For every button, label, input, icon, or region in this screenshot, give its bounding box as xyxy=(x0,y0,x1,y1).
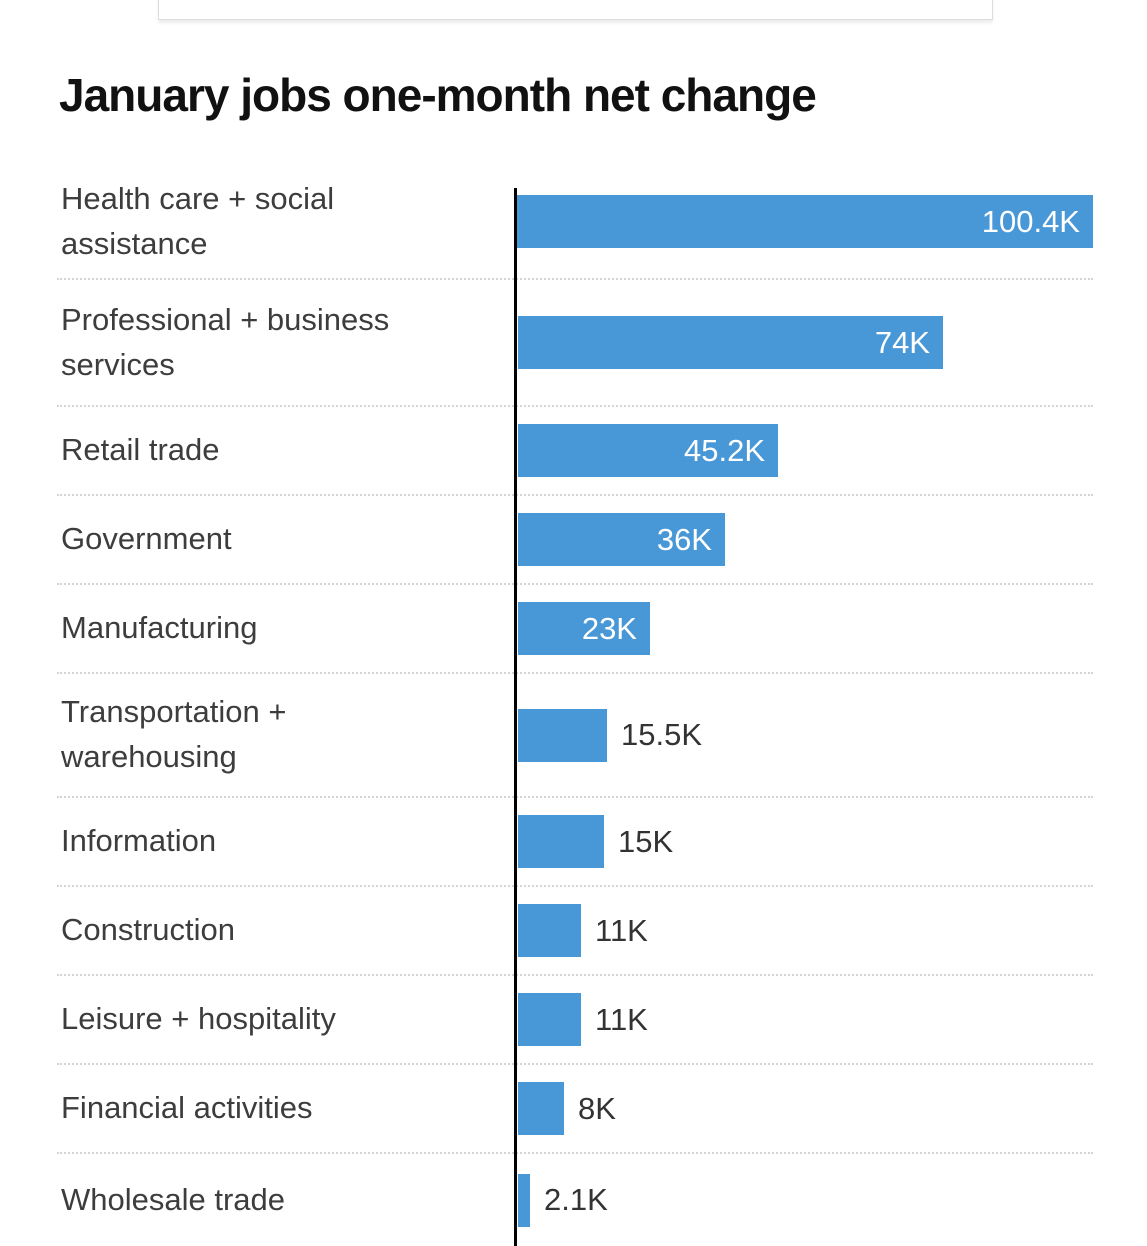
chart-row: Leisure + hospitality 11K xyxy=(57,976,1093,1065)
category-label: Health care + social assistance xyxy=(61,180,335,261)
bar: 23K xyxy=(518,602,650,655)
bar xyxy=(518,1173,530,1227)
bar-zone: 100.4K xyxy=(516,195,1093,248)
value-label: 11K xyxy=(595,1001,648,1037)
chart-row: Government 36K xyxy=(57,496,1093,585)
chart-row: Financial activities 8K xyxy=(57,1065,1093,1154)
category-label: Manufacturing xyxy=(61,610,258,646)
value-label: 15K xyxy=(618,823,674,859)
bar-zone: 15K xyxy=(518,815,1093,868)
bar-zone: 45.2K xyxy=(518,424,1093,477)
bar-zone: 11K xyxy=(518,904,1093,957)
bar-zone: 11K xyxy=(518,993,1093,1046)
category-label: Financial activities xyxy=(61,1090,313,1126)
chart-rows: Health care + social assistance 100.4K Pro… xyxy=(57,165,1093,1246)
chart-row: Retail trade 45.2K xyxy=(57,407,1093,496)
category-label: Wholesale trade xyxy=(61,1181,286,1217)
bar: 100.4K xyxy=(516,195,1093,248)
bar-chart: Health care + social assistance 100.4K Pro… xyxy=(57,165,1093,1246)
bar-zone: 2.1K xyxy=(518,1173,1093,1227)
category-label: Construction xyxy=(61,912,236,948)
value-label: 8K xyxy=(578,1090,616,1126)
bar xyxy=(518,815,604,868)
chart-title: January jobs one-month net change xyxy=(59,69,817,121)
chart-row: Wholesale trade 2.1K xyxy=(57,1154,1093,1246)
value-label: 36K xyxy=(656,521,712,557)
bar-zone: 36K xyxy=(518,513,1093,566)
category-label: Retail trade xyxy=(61,432,220,468)
value-label: 2.1K xyxy=(544,1182,608,1217)
category-label: Information xyxy=(61,823,217,859)
value-label: 74K xyxy=(874,324,930,360)
category-label: Leisure + hospitality xyxy=(61,1001,336,1037)
value-label: 45.2K xyxy=(683,432,765,468)
chart-row: Transportation + warehousing 15.5K xyxy=(57,674,1093,798)
value-label: 100.4K xyxy=(981,203,1080,239)
chart-row: Construction 11K xyxy=(57,887,1093,976)
bar: 36K xyxy=(518,513,725,566)
bar xyxy=(518,904,581,957)
category-label: Professional + business services xyxy=(61,301,390,382)
category-label: Government xyxy=(61,521,232,557)
bar-zone: 74K xyxy=(518,316,1093,369)
bar: 45.2K xyxy=(518,424,778,477)
chart-row: Health care + social assistance 100.4K xyxy=(57,165,1093,280)
chart-row: Information 15K xyxy=(57,798,1093,887)
bar xyxy=(518,993,581,1046)
bar-zone: 23K xyxy=(518,602,1093,655)
bar: 74K xyxy=(518,316,943,369)
bar-zone: 8K xyxy=(518,1082,1093,1135)
bar xyxy=(518,708,607,762)
baseline-axis xyxy=(514,188,517,1246)
bar-zone: 15.5K xyxy=(518,708,1093,762)
value-label: 15.5K xyxy=(621,717,703,752)
chart-row: Professional + business services 74K xyxy=(57,280,1093,407)
partial-card-top-edge xyxy=(158,0,993,20)
value-label: 11K xyxy=(595,912,648,948)
chart-row: Manufacturing 23K xyxy=(57,585,1093,674)
value-label: 23K xyxy=(581,610,637,646)
category-label: Transportation + warehousing xyxy=(61,694,287,774)
bar xyxy=(518,1082,564,1135)
